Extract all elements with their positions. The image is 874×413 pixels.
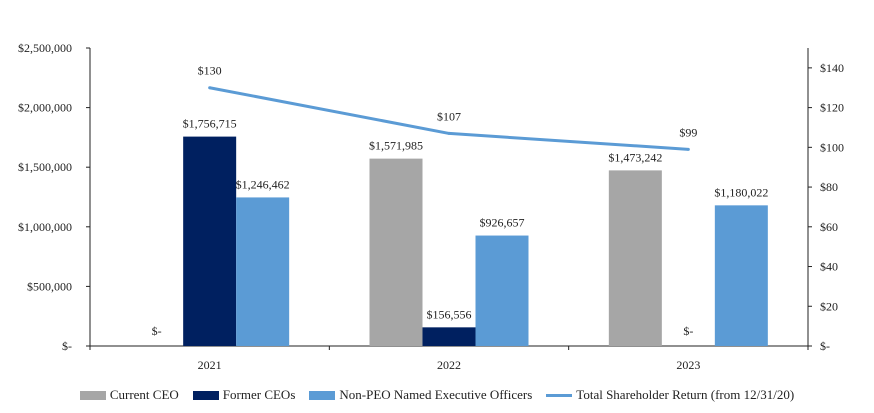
combo-chart-svg: $- $500,000 $1,000,000 $1,500,000 $2,000,000… xyxy=(18,41,844,372)
legend-item-former-ceos: Former CEOs xyxy=(192,387,296,403)
bar-2-1 xyxy=(475,235,529,346)
y2-tick-label-0: $- xyxy=(820,339,830,353)
legend-item-current-ceo: Current CEO xyxy=(79,387,179,403)
legend-item-tsr: Total Shareholder Return (from 12/31/20) xyxy=(546,387,794,403)
x-tick-label-1: 2022 xyxy=(437,358,461,372)
y-tick-label-5: $2,500,000 xyxy=(18,41,72,55)
tsr-label-0: $130 xyxy=(198,64,222,78)
legend-swatch-non-peo-neos xyxy=(309,390,336,400)
bar-label-2-1: $926,657 xyxy=(480,216,525,230)
bar-label-1-0: $1,756,715 xyxy=(183,117,237,131)
bar-label-0-2: $1,473,242 xyxy=(608,150,662,164)
bar-2-0 xyxy=(236,197,290,346)
bar-label-2-0: $1,246,462 xyxy=(236,177,290,191)
y-tick-label-2: $1,000,000 xyxy=(18,220,72,234)
legend-label-current-ceo: Current CEO xyxy=(109,387,179,402)
bar-1-0 xyxy=(183,136,237,346)
y2-tick-label-4: $80 xyxy=(820,180,838,194)
y2-tick-label-1: $20 xyxy=(820,299,838,313)
y-tick-label-4: $2,000,000 xyxy=(18,101,72,115)
bar-label-1-2: $- xyxy=(683,324,693,338)
y2-tick-label-6: $120 xyxy=(820,101,844,115)
y-tick-label-1: $500,000 xyxy=(27,279,72,293)
legend-item-non-peo-neos: Non-PEO Named Executive Officers xyxy=(309,387,532,403)
legend-label-tsr: Total Shareholder Return (from 12/31/20) xyxy=(576,387,795,402)
bar-label-0-1: $1,571,985 xyxy=(369,139,423,153)
chart-legend: Current CEO Former CEOs Non-PEO Named Ex… xyxy=(0,380,874,410)
legend-swatch-current-ceo xyxy=(79,390,106,400)
bar-1-1 xyxy=(422,327,476,346)
y-tick-label-3: $1,500,000 xyxy=(18,160,72,174)
legend-label-former-ceos: Former CEOs xyxy=(222,387,296,402)
y2-tick-label-7: $140 xyxy=(820,61,844,75)
y2-tick-label-2: $40 xyxy=(820,260,838,274)
bar-0-2 xyxy=(608,170,662,346)
bar-label-1-1: $156,556 xyxy=(427,307,472,321)
y2-tick-label-3: $60 xyxy=(820,220,838,234)
bar-2-2 xyxy=(714,205,768,346)
tsr-label-1: $107 xyxy=(437,109,461,123)
tsr-point-0 xyxy=(208,86,212,90)
y2-tick-label-5: $100 xyxy=(820,140,844,154)
tsr-label-2: $99 xyxy=(679,125,697,139)
bar-0-1 xyxy=(369,158,423,346)
tsr-point-1 xyxy=(447,131,451,135)
bar-label-0-0: $- xyxy=(152,324,162,338)
legend-swatch-tsr xyxy=(546,393,573,397)
bar-label-2-2: $1,180,022 xyxy=(714,185,768,199)
legend-label-non-peo-neos: Non-PEO Named Executive Officers xyxy=(339,387,533,402)
legend-swatch-former-ceos xyxy=(192,390,219,400)
x-tick-label-0: 2021 xyxy=(198,358,222,372)
tsr-point-2 xyxy=(686,147,690,151)
y-tick-label-0: $- xyxy=(62,339,72,353)
x-tick-label-2: 2023 xyxy=(676,358,700,372)
